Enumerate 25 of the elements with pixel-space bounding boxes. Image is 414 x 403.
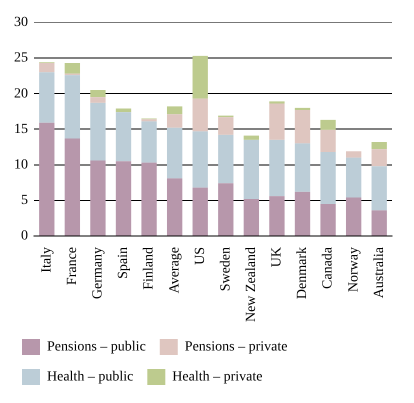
x-tick-label: Germany (90, 246, 106, 300)
legend-label: Health – public (47, 370, 134, 385)
x-tick-label: Australia (372, 246, 387, 298)
legend-label: Pensions – public (47, 340, 146, 355)
y-tick-label: 25 (14, 50, 28, 66)
x-tick-label: Denmark (295, 246, 310, 300)
y-tick-label: 20 (14, 86, 28, 102)
x-tick-label: Norway (346, 246, 362, 292)
x-tick-label: New Zealand (244, 246, 260, 322)
x-tick-label: US (192, 246, 208, 265)
x-tick-label: Average (167, 246, 182, 294)
y-tick-label: 15 (14, 122, 28, 137)
x-tick-label: Canada (320, 246, 336, 289)
x-tick-label: UK (270, 246, 285, 268)
y-tick-label: 10 (14, 157, 28, 172)
x-tick-label: France (65, 246, 80, 286)
x-tick-label: Finland (142, 246, 157, 290)
y-tick-label: 0 (21, 228, 28, 244)
y-tick-label: 30 (14, 15, 28, 30)
x-tick-label: Spain (116, 246, 132, 279)
legend-label: Pensions – private (184, 340, 288, 355)
x-tick-label: Sweden (218, 246, 234, 292)
y-tick-label: 5 (21, 193, 28, 208)
legend-label: Health – private (172, 370, 262, 385)
x-tick-label: Italy (39, 246, 54, 273)
